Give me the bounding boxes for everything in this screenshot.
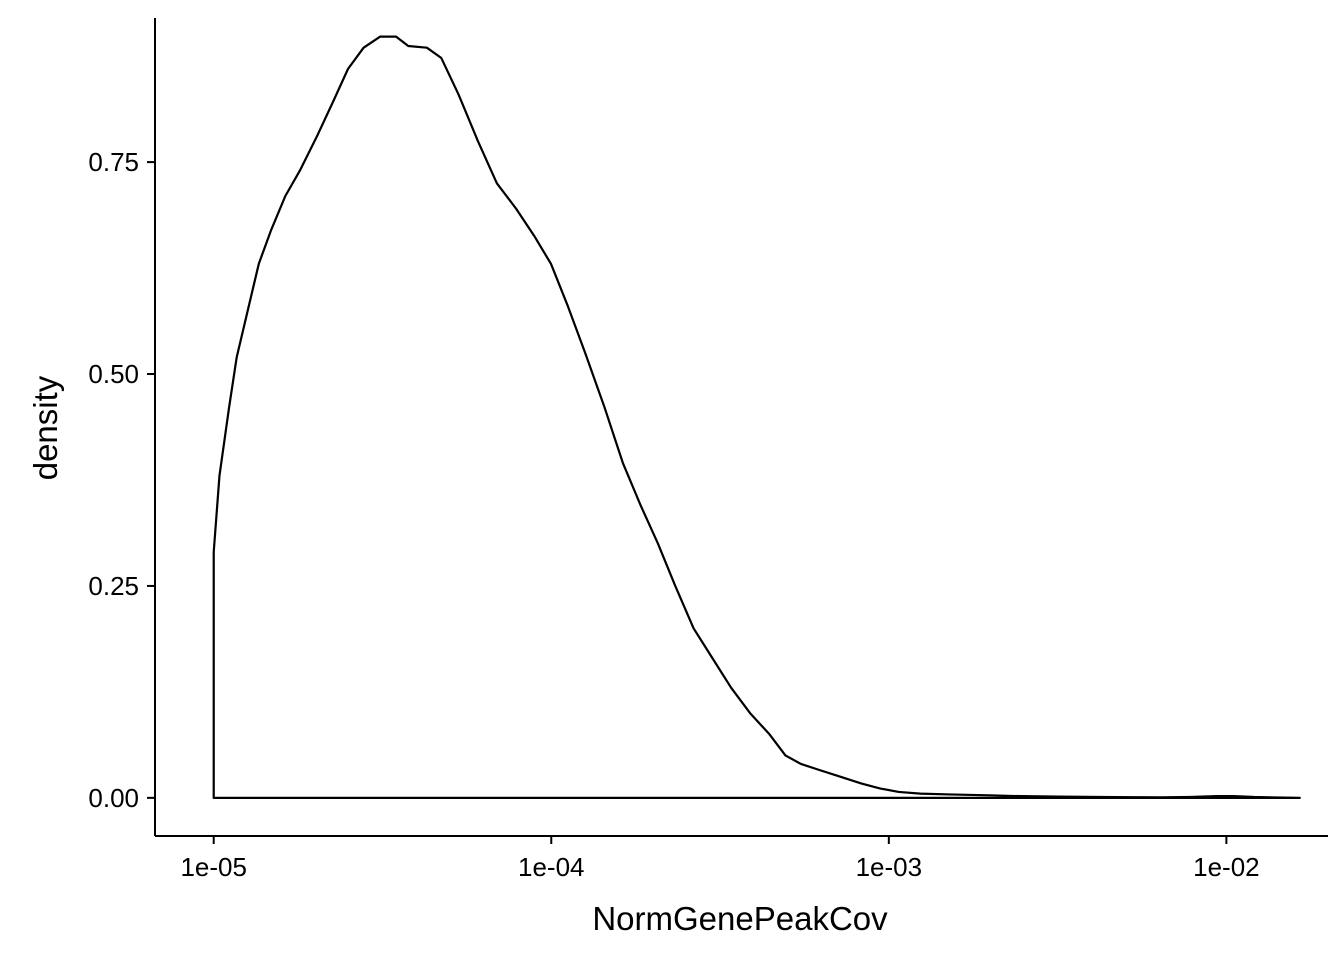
y-tick-label: 0.00 xyxy=(88,783,139,813)
x-tick-label: 1e-04 xyxy=(518,852,585,882)
y-axis-title: density xyxy=(27,375,64,480)
x-tick-label: 1e-03 xyxy=(856,852,923,882)
y-ticks: 0.00 0.25 0.50 0.75 xyxy=(88,147,155,813)
y-tick-label: 0.75 xyxy=(88,147,139,177)
x-tick-label: 1e-05 xyxy=(180,852,247,882)
y-tick-label: 0.50 xyxy=(88,359,139,389)
x-axis-title: NormGenePeakCov xyxy=(592,900,888,937)
y-tick-label: 0.25 xyxy=(88,571,139,601)
density-curve xyxy=(212,35,1301,799)
x-ticks: 1e-05 1e-04 1e-03 1e-02 xyxy=(180,836,1260,882)
x-tick-label: 1e-02 xyxy=(1193,852,1260,882)
